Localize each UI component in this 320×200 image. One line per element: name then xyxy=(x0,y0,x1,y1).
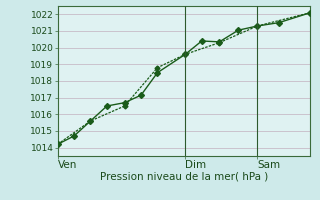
X-axis label: Pression niveau de la mer( hPa ): Pression niveau de la mer( hPa ) xyxy=(100,172,268,182)
